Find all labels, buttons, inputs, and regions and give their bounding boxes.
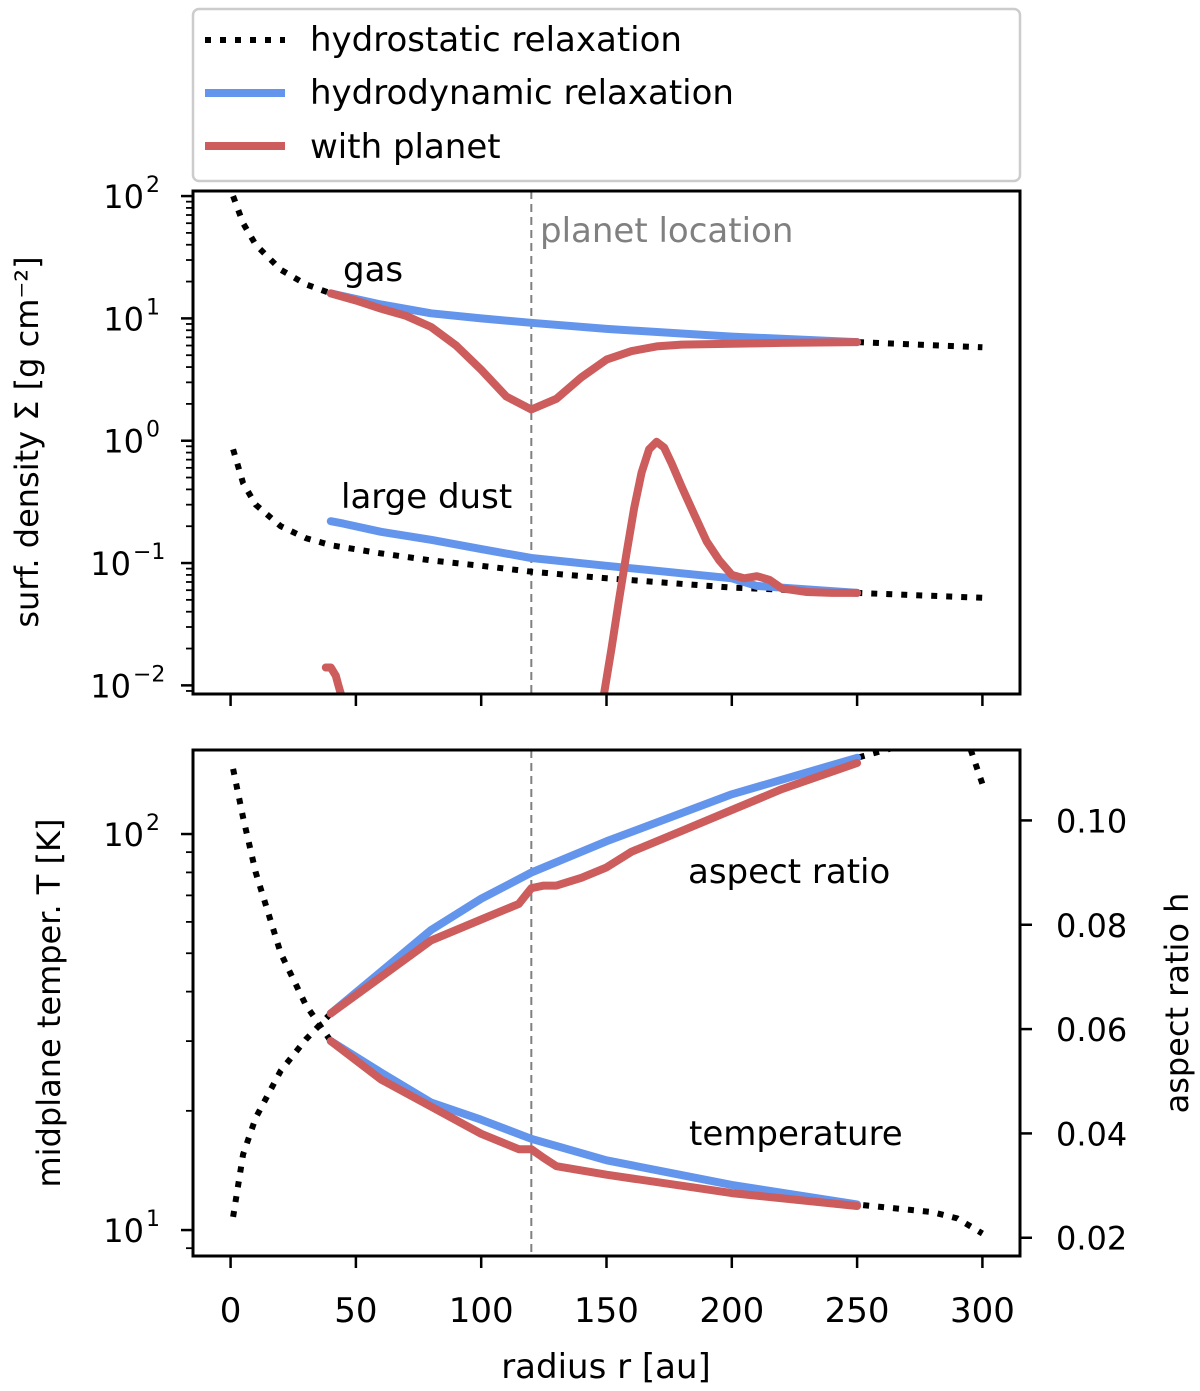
bottom-ytick-label-10-exp: 1 bbox=[146, 1207, 160, 1232]
top-ytick-label-1-exp: 0 bbox=[146, 418, 160, 443]
temperature-hydrodynamic-relaxation-1 bbox=[326, 1037, 862, 1209]
planet-location-label: planet location bbox=[540, 211, 793, 251]
top-series-large-dust-hydrostatic-relaxation-3 bbox=[230, 448, 983, 601]
bottom-y2label: aspect ratio h bbox=[1158, 893, 1196, 1114]
top-ytick-label-10-exp: 1 bbox=[146, 295, 160, 320]
xlabel: radius r [au] bbox=[501, 1347, 711, 1387]
legend-label-hydrodynamic: hydrodynamic relaxation bbox=[310, 73, 734, 113]
legend: hydrostatic relaxation hydrodynamic rela… bbox=[191, 7, 1022, 183]
top-ytick-label-100-exp: 2 bbox=[146, 173, 160, 198]
top-ytick-label-0.01-exp: −2 bbox=[133, 662, 165, 687]
xtick-label-50: 50 bbox=[334, 1291, 377, 1331]
y2tick-label-0.02: 0.02 bbox=[1056, 1220, 1127, 1258]
top-ylabel: surf. density Σ [g cm⁻²] bbox=[8, 256, 46, 627]
xtick-label-200: 200 bbox=[699, 1291, 764, 1331]
legend-frame bbox=[191, 7, 1022, 183]
bottom-ylabel: midplane temper. T [K] bbox=[30, 819, 68, 1188]
xtick-label-0: 0 bbox=[220, 1291, 242, 1331]
y2tick-label-0.10: 0.10 bbox=[1056, 802, 1127, 840]
top-ytick-label-100-base: 10 bbox=[103, 178, 144, 216]
xtick-label-100: 100 bbox=[449, 1291, 514, 1331]
top-series-large-dust-with-planet-6 bbox=[600, 437, 862, 694]
top-series-large-dust-with-planet-5 bbox=[321, 663, 345, 694]
bottom-ytick-label-10: 10 1 bbox=[103, 1207, 160, 1250]
top-ytick-label-1-base: 10 bbox=[103, 423, 144, 461]
top-ytick-label-0.1-base: 10 bbox=[90, 545, 131, 583]
annotation-aspect-ratio: aspect ratio bbox=[688, 852, 890, 892]
top-ytick-label-100: 10 2 bbox=[103, 173, 160, 216]
top-series-gas-hydrodynamic-relaxation-1 bbox=[326, 289, 862, 347]
aspect-ratio-with-planet-2 bbox=[326, 759, 862, 1018]
xtick-label-250: 250 bbox=[825, 1291, 890, 1331]
annotation-temperature: temperature bbox=[689, 1114, 903, 1154]
bottom-ytick-label-100-exp: 2 bbox=[146, 811, 160, 836]
annotation-large-dust: large dust bbox=[341, 477, 512, 517]
y2tick-label-0.06: 0.06 bbox=[1056, 1011, 1127, 1049]
top-ytick-label-0.01: 10 −2 bbox=[90, 662, 165, 705]
annotation-gas: gas bbox=[343, 250, 403, 290]
bottom-ytick-label-10-base: 10 bbox=[103, 1212, 144, 1250]
bottom-panel-frame bbox=[191, 748, 1022, 1258]
xtick-label-300: 300 bbox=[950, 1291, 1015, 1331]
top-panel-frame bbox=[191, 189, 1022, 696]
top-series-gas-with-planet-2 bbox=[326, 289, 862, 414]
temperature-with-planet-2 bbox=[326, 1037, 862, 1210]
y2tick-label-0.08: 0.08 bbox=[1056, 907, 1127, 945]
legend-label-planet: with planet bbox=[310, 127, 501, 167]
top-ytick-label-0.1: 10 −1 bbox=[90, 540, 165, 583]
top-ytick-label-10-base: 10 bbox=[103, 300, 144, 338]
xtick-label-150: 150 bbox=[574, 1291, 639, 1331]
top-ytick-label-0.01-base: 10 bbox=[90, 667, 131, 705]
top-ytick-label-10: 10 1 bbox=[103, 295, 160, 338]
bottom-ytick-label-100-base: 10 bbox=[103, 816, 144, 854]
aspect-ratio-hydrodynamic-relaxation-1 bbox=[326, 753, 862, 1018]
top-ytick-label-0.1-exp: −1 bbox=[133, 540, 165, 565]
top-ytick-label-1: 10 0 bbox=[103, 418, 160, 461]
legend-label-hydrostatic: hydrostatic relaxation bbox=[310, 20, 682, 60]
y2tick-label-0.04: 0.04 bbox=[1056, 1115, 1127, 1153]
bottom-ytick-label-100: 10 2 bbox=[103, 811, 160, 854]
